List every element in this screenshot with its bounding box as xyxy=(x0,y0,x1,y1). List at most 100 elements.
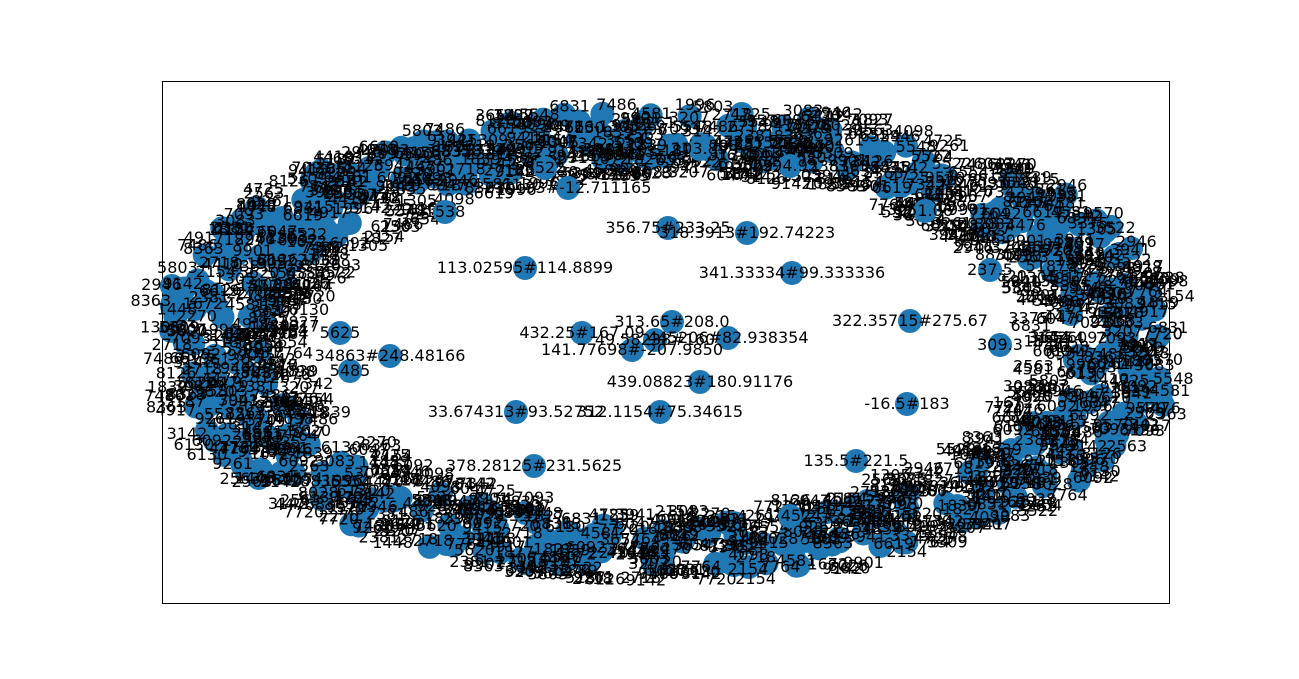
graph-node-label: 378.28125#231.5625 xyxy=(446,456,622,475)
graph-node-label: 237.5 xyxy=(967,260,1013,279)
ring-node-label: 6619 xyxy=(359,137,400,156)
ring-node-label: 4581 xyxy=(776,551,817,570)
ring-node-label: 6619 xyxy=(1056,362,1097,381)
ring-node-label: 7342 xyxy=(923,512,964,531)
ring-node-label: 6831 xyxy=(283,198,324,217)
ring-node-label: 4410 xyxy=(313,147,354,166)
ring-node-label: 4917 xyxy=(284,423,325,442)
ring-node-label: 5522 xyxy=(267,288,308,307)
ring-node-label: 4725 xyxy=(889,168,930,187)
graph-node-label: 210193#-12.711165 xyxy=(485,178,652,197)
ring-node-label: 2381 xyxy=(449,552,490,571)
ring-node-label: 7486 xyxy=(143,349,184,368)
ring-node-label: 2563 xyxy=(853,120,894,139)
graph-node-label: 261.4524# xyxy=(745,506,835,525)
ring-node-label: 9570 xyxy=(1083,203,1124,222)
ring-node-label: 6092 xyxy=(180,345,221,364)
graph-node-label: 1538 xyxy=(425,202,466,221)
ring-node-label: 2381 xyxy=(210,218,251,237)
ring-node-label: 3654 xyxy=(238,324,279,343)
ring-node-label: 8835 xyxy=(413,491,454,510)
ring-node-label: 2154 xyxy=(376,516,417,535)
ring-node-label: 5309 xyxy=(1058,387,1099,406)
ring-node-label: 3941 xyxy=(461,530,502,549)
ring-node-label: 3083 xyxy=(173,377,214,396)
ring-node-label: 7720 xyxy=(318,509,359,528)
ring-node-label: 6130 xyxy=(337,481,378,500)
graph-node-label: 5485 xyxy=(330,361,371,380)
ring-node-label: 6831 xyxy=(561,509,602,528)
ring-node-label: 1448 xyxy=(309,245,350,264)
ring-node-label: 2154 xyxy=(655,501,696,520)
ring-node-label: 5522 xyxy=(965,477,1006,496)
ring-node-label: 2563 xyxy=(623,125,664,144)
ring-node-label: 1827 xyxy=(624,150,665,169)
graph-node-label: 135.5#221.5 xyxy=(803,451,908,470)
ring-node-label: 4410 xyxy=(202,255,243,274)
ring-node-label: 3142 xyxy=(350,198,391,217)
graph-node-label: 312.1154#75.34615 xyxy=(577,402,743,421)
ring-node-label: 3375 xyxy=(708,538,749,557)
ring-node-label: 2946 xyxy=(616,545,657,564)
ring-node-label: 6619 xyxy=(873,534,914,553)
graph-node-label: 318.3913#192.74223 xyxy=(659,223,835,242)
ring-node-label: 4725 xyxy=(1109,371,1150,390)
ring-node-label: 9142 xyxy=(260,472,301,491)
ring-node-label: 9901 xyxy=(1010,412,1051,431)
ring-node-label: 6092 xyxy=(256,251,297,270)
ring-node-label: 3207 xyxy=(1123,263,1164,282)
ring-node-label: 8126 xyxy=(585,570,626,589)
ring-node-label: 7093 xyxy=(234,398,275,417)
ring-node-label: 7764 xyxy=(1047,486,1088,505)
ring-node-label: 2270 xyxy=(865,492,906,511)
ring-node-label: 5548 xyxy=(1072,276,1113,295)
ring-node-label: 3941 xyxy=(992,155,1033,174)
ring-node-label: 5548 xyxy=(672,117,713,136)
ring-node-label: 6554 xyxy=(948,163,989,182)
ring-node-label: 7486 xyxy=(424,120,465,139)
graph-node-label: 439.08823#180.91176 xyxy=(607,372,793,391)
graph-node-label: 49.58238#160 xyxy=(595,330,715,349)
ring-node-label: 3941 xyxy=(1053,294,1094,313)
ring-node-label: 9415 xyxy=(1034,184,1075,203)
ring-node-label: 6554 xyxy=(293,390,334,409)
ring-node-label: 2563 xyxy=(233,432,274,451)
ring-node-label: 1839 xyxy=(292,444,333,463)
ring-node-label: 3941 xyxy=(929,225,970,244)
graph-node-label: 341.33334#99.333336 xyxy=(699,263,885,282)
graph-node-label: 5625 xyxy=(320,323,361,342)
ring-node-label: 1305 xyxy=(140,318,181,337)
ring-node-label: 8363 xyxy=(813,534,854,553)
ring-node-label: 1839 xyxy=(1138,292,1179,311)
ring-node-label: 4725 xyxy=(243,180,284,199)
ring-node-label: 7720 xyxy=(499,516,540,535)
graph-node-label: 103.85 xyxy=(672,139,728,158)
ring-node-label: 7764 xyxy=(681,557,722,576)
ring-node-label: 4917 xyxy=(155,400,196,419)
ring-node-label: 4476 xyxy=(405,157,446,176)
graph-node-label: 394.93 xyxy=(762,156,818,175)
ring-node-label: 5548 xyxy=(896,137,937,156)
ring-node-label: 3941 xyxy=(963,514,1004,533)
graph-node-label: -16.5#183 xyxy=(864,394,949,413)
ring-node-label: 6130 xyxy=(800,107,841,126)
ring-node-label: 2946 xyxy=(903,459,944,478)
ring-node-label: 2154 xyxy=(706,506,747,525)
graph-node-label: 8522 xyxy=(525,158,566,177)
ring-node-label: 2946 xyxy=(390,462,431,481)
ring-node-label: 2563 xyxy=(1106,437,1147,456)
ring-node-label: 1672 xyxy=(183,294,224,313)
graph-node-label: 309.3 xyxy=(977,335,1023,354)
graph-node-label: 251.06 xyxy=(897,201,953,220)
ring-node-label: 6554 xyxy=(1045,344,1086,363)
ring-node-label: 5548 xyxy=(1001,279,1042,298)
ring-node-label: 8363 xyxy=(361,436,402,455)
graph-node-label: 113.02595#114.8899 xyxy=(437,258,613,277)
ring-node-label: 9415 xyxy=(1046,411,1087,430)
ring-node-label: 8363 xyxy=(130,291,171,310)
ring-node-label: 6092 xyxy=(512,112,553,131)
ring-node-label: 1996 xyxy=(675,95,716,114)
ring-node-label: 7093 xyxy=(1096,328,1137,347)
graph-node-label: 322.35715#275.67 xyxy=(832,311,988,330)
ring-node-label: 3083 xyxy=(1003,376,1044,395)
